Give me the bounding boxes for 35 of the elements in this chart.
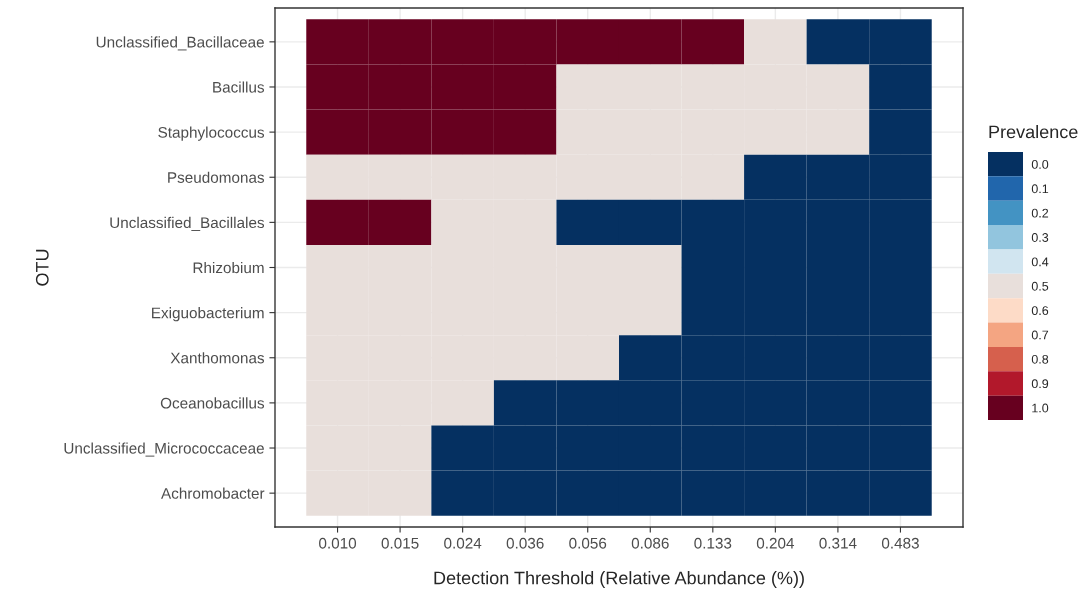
y-tick-label: Unclassified_Bacillales [110,216,265,231]
x-tick-label: 0.133 [694,537,732,549]
color-bar-label: 0.4 [1031,257,1049,267]
y-tick-label: Unclassified_Micrococcaceae [64,442,264,457]
color-bar-label: 0.9 [1031,379,1049,389]
color-bar-label: 0.2 [1031,208,1049,218]
color-bar-label: 1.0 [1032,403,1049,413]
y-tick-label: Oceanobacillus [160,397,265,409]
x-tick-label: 0.024 [444,537,482,549]
y-tick-label: Staphylococcus [158,126,265,141]
color-bar-label: 0.7 [1031,330,1049,340]
color-bar-label: 0.1 [1031,184,1049,194]
x-tick-label: 0.204 [756,537,795,549]
x-tick-label: 0.015 [381,537,419,549]
color-bar-label: 0.0 [1031,159,1049,169]
x-tick-label: 0.010 [319,537,357,549]
color-bar-label: 0.6 [1031,306,1049,316]
y-tick-label: Xanthomonas [170,352,265,364]
x-tick-label: 0.036 [506,537,544,549]
x-tick-label: 0.314 [819,537,857,549]
x-axis-title: Detection Threshold (Relative Abundance (%)) [434,571,804,588]
color-bar-label: 0.5 [1031,281,1049,291]
x-tick-label: 0.483 [881,537,919,549]
x-tick-label: 0.086 [631,537,669,549]
y-tick-label: Achromobacter [161,487,265,499]
color-bar-title: Prevalence [989,125,1078,139]
y-axis-title: OTU [35,249,49,286]
x-tick-label: 0.056 [569,537,607,549]
y-tick-label: Bacillus [213,81,265,93]
y-tick-label: Unclassified_Bacillaceae [96,36,264,51]
y-tick-label: Rhizobium [193,261,264,274]
color-bar-label: 0.8 [1031,354,1049,364]
color-bar-label: 0.3 [1031,233,1049,242]
y-tick-label: Exiguobacterium [152,307,264,322]
y-tick-label: Pseudomonas [168,171,265,183]
